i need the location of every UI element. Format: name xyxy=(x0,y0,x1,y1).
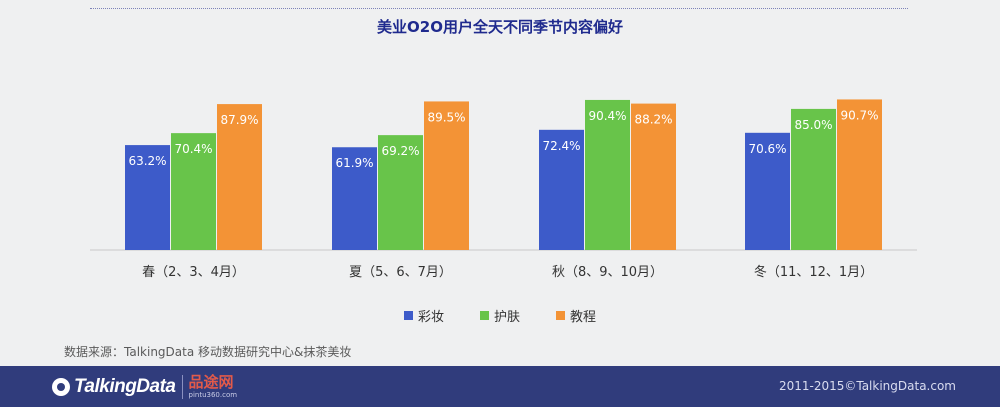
legend-label: 护肤 xyxy=(493,310,520,325)
legend-swatch xyxy=(556,311,565,320)
bar-value-label: 90.4% xyxy=(588,109,626,123)
bar-教程-1 xyxy=(424,101,469,251)
chart-title: 美业O2O用户全天不同季节内容偏好 xyxy=(377,18,623,36)
bar-彩妆-2 xyxy=(539,129,584,250)
bar-value-label: 70.6% xyxy=(748,142,786,156)
legend-swatch xyxy=(403,311,413,320)
partner-logo: 品途网 pintu360.com xyxy=(189,375,238,399)
partner-name: 品途网 xyxy=(188,373,234,391)
footer-bar: TalkingData 品途网 pintu360.com 2011-2015©T… xyxy=(0,366,1000,407)
category-tick-label: 秋（8、9、10月） xyxy=(552,265,663,280)
bar-value-label: 72.4% xyxy=(542,139,580,153)
talkingdata-logo: TalkingData 品途网 pintu360.com xyxy=(52,375,237,399)
bar-护肤-0 xyxy=(171,133,216,250)
bar-value-label: 90.7% xyxy=(840,108,878,122)
bar-value-label: 85.0% xyxy=(794,118,832,132)
legend-item-教程: 教程 xyxy=(556,306,596,325)
bar-value-label: 63.2% xyxy=(128,154,166,168)
category-tick-label: 冬（11、12、1月） xyxy=(754,264,873,280)
chart-legend: 彩妆 护肤 教程 xyxy=(0,306,1000,325)
bar-教程-0 xyxy=(217,104,262,250)
bar-value-label: 70.4% xyxy=(174,142,212,156)
bar-教程-3 xyxy=(837,99,882,250)
legend-label: 教程 xyxy=(570,310,597,325)
bar-chart: 63.2% 70.4% 87.9% 春（2、3、4月） 61.9% 69.2% 89.5% 夏… xyxy=(90,99,917,280)
legend-label: 彩妆 xyxy=(417,310,444,325)
bar-value-label: 88.2% xyxy=(634,113,672,127)
data-source-note: 数据来源：TalkingData 移动数据研究中心&抹茶美妆 xyxy=(64,345,352,359)
bar-彩妆-3 xyxy=(745,132,790,250)
bar-彩妆-0 xyxy=(125,145,170,250)
category-tick-label: 春（2、3、4月） xyxy=(142,265,245,280)
legend-swatch xyxy=(479,311,489,320)
bar-护肤-2 xyxy=(585,99,630,250)
bar-value-label: 69.2% xyxy=(381,144,419,158)
brand-name: TalkingData xyxy=(74,376,176,397)
bar-value-label: 61.9% xyxy=(335,156,373,170)
talkingdata-logo-icon xyxy=(52,378,70,396)
bar-彩妆-1 xyxy=(332,147,377,250)
category-tick-label: 夏（5、6、7月） xyxy=(349,265,452,280)
legend-item-彩妆: 彩妆 xyxy=(403,306,444,325)
logo-divider xyxy=(181,375,183,399)
bar-value-label: 89.5% xyxy=(427,110,465,124)
bar-护肤-3 xyxy=(791,108,836,251)
copyright-text: 2011-2015©TalkingData.com xyxy=(778,379,956,393)
bar-value-label: 87.9% xyxy=(220,113,258,127)
bar-教程-2 xyxy=(631,103,676,250)
top-dotted-divider xyxy=(90,8,908,9)
legend-item-护肤: 护肤 xyxy=(479,306,520,325)
partner-url: pintu360.com xyxy=(188,391,238,399)
bar-护肤-1 xyxy=(378,135,423,250)
